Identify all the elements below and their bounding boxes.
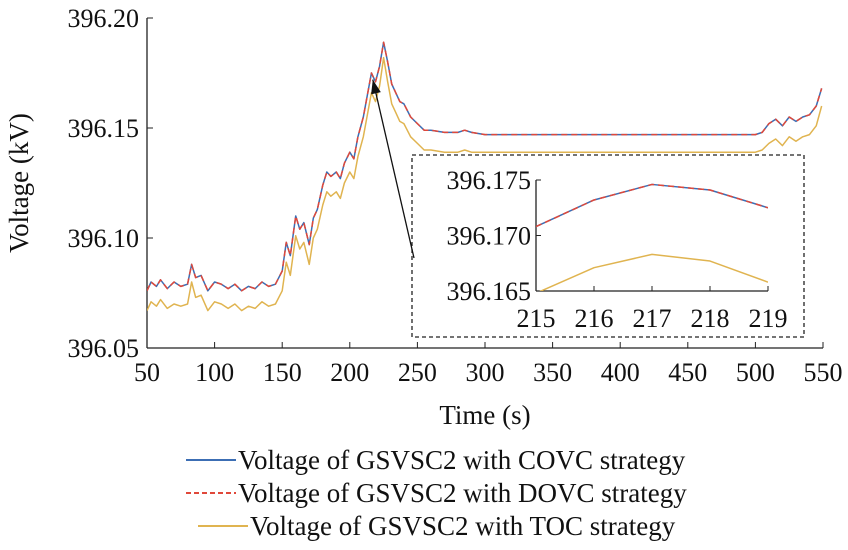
- y-axis-label: Voltage (kV): [4, 113, 34, 253]
- legend: Voltage of GSVSC2 with COVC strategy Vol…: [186, 445, 687, 541]
- inset-pointer-arrow-line: [372, 79, 415, 259]
- main-x-tick-label: 450: [668, 358, 707, 387]
- inset-y-tick-label: 396.165: [447, 277, 532, 306]
- main-x-tick-label: 500: [736, 358, 775, 387]
- inset-series-toc-line: [539, 253, 768, 291]
- main-series-toc-line: [147, 56, 823, 312]
- inset-x-tick-label: 216: [575, 304, 614, 333]
- legend-item-toc: Voltage of GSVSC2 with TOC strategy: [198, 511, 676, 541]
- legend-label-toc: Voltage of GSVSC2 with TOC strategy: [250, 511, 676, 541]
- x-axis-label: Time (s): [439, 400, 530, 430]
- main-series-covc-line: [147, 41, 823, 292]
- main-x-tick-label: 250: [398, 358, 437, 387]
- main-y-tick-label: 396.05: [68, 334, 140, 363]
- main-x-tick-label: 350: [533, 358, 572, 387]
- inset-x-tick-label: 215: [517, 304, 556, 333]
- axis-labels: Time (s) Voltage (kV): [4, 113, 531, 430]
- main-x-tick-label: 150: [263, 358, 302, 387]
- legend-item-dovc: Voltage of GSVSC2 with DOVC strategy: [186, 478, 687, 508]
- inset-x-tick-label: 217: [633, 304, 672, 333]
- inset-series-dovc-line: [536, 183, 768, 228]
- main-x-tick-label: 550: [804, 358, 843, 387]
- legend-label-covc: Voltage of GSVSC2 with COVC strategy: [238, 445, 686, 475]
- inset-dashed-box: [411, 154, 805, 338]
- main-plot: 50 100 150 200 250 300 350 400 450 500 550 396.05 39…: [68, 4, 843, 387]
- main-x-tick-label: 300: [466, 358, 505, 387]
- legend-item-covc: Voltage of GSVSC2 with COVC strategy: [186, 445, 686, 475]
- main-x-tick-label: 100: [195, 358, 234, 387]
- inset-x-tick-label: 219: [749, 304, 788, 333]
- main-x-tick-label: 200: [330, 358, 369, 387]
- inset-y-tick-label: 396.175: [447, 166, 532, 195]
- main-y-tick-label: 396.10: [68, 224, 140, 253]
- legend-label-dovc: Voltage of GSVSC2 with DOVC strategy: [238, 478, 687, 508]
- inset-plot: 215 216 217 218 219 396.165 396.170 396.175: [447, 166, 788, 333]
- main-y-tick-label: 396.15: [68, 114, 140, 143]
- inset-y-tick-label: 396.170: [447, 222, 532, 251]
- inset-pointer-arrowhead: [371, 79, 381, 95]
- main-x-tick-label: 50: [134, 358, 160, 387]
- main-y-tick-label: 396.20: [68, 4, 140, 33]
- main-x-tick-label: 400: [601, 358, 640, 387]
- inset-x-tick-label: 218: [691, 304, 730, 333]
